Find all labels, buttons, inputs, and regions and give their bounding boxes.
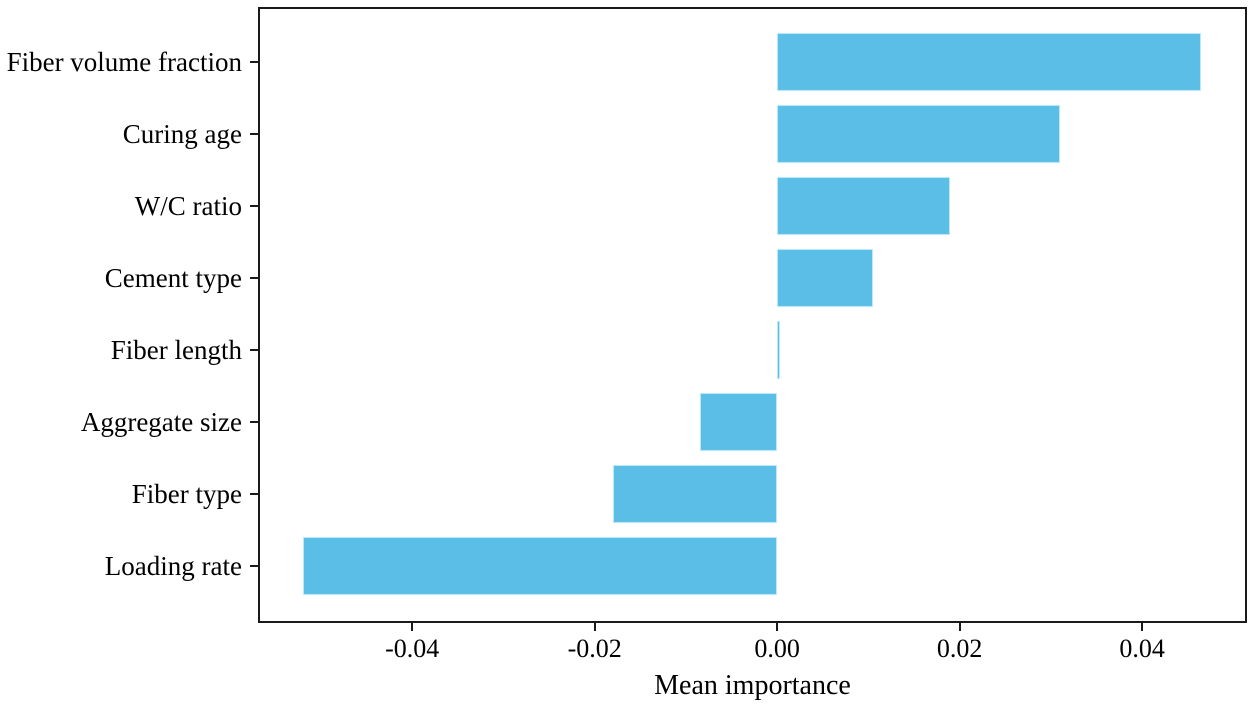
y-tick-mark — [250, 61, 258, 63]
y-category-label-curing-age: Curing age — [122, 119, 242, 149]
y-tick-mark — [250, 133, 258, 135]
x-tick-mark — [1141, 623, 1144, 631]
y-category-label-cement-type: Cement type — [104, 263, 242, 293]
y-tick-mark — [250, 205, 258, 207]
y-category-label-fiber-type: Fiber type — [131, 479, 242, 509]
y-category-label-fiber-length: Fiber length — [110, 335, 242, 365]
y-tick-mark — [250, 349, 258, 351]
x-tick-label-0-02: 0.02 — [936, 634, 983, 663]
y-tick-mark — [250, 565, 258, 567]
y-category-label-fiber-volume-fraction: Fiber volume fraction — [6, 47, 242, 77]
x-tick-label-0-02: -0.02 — [567, 634, 622, 663]
y-tick-mark — [250, 277, 258, 279]
y-tick-mark — [250, 421, 258, 423]
x-tick-label-0-04: 0.04 — [1119, 634, 1165, 663]
x-tick-mark — [593, 623, 596, 631]
x-tick-mark — [411, 623, 414, 631]
y-category-label-loading-rate: Loading rate — [104, 551, 242, 581]
x-tick-mark — [776, 623, 779, 631]
x-tick-mark — [958, 623, 961, 631]
y-tick-mark — [250, 493, 258, 495]
y-category-label-w-c-ratio: W/C ratio — [134, 191, 242, 221]
y-category-label-aggregate-size: Aggregate size — [80, 407, 242, 437]
x-tick-label-0-04: -0.04 — [385, 634, 440, 663]
x-axis-label: Mean importance — [654, 670, 851, 701]
plot-area — [258, 7, 1247, 623]
x-tick-label-0-00: 0.00 — [754, 634, 800, 663]
